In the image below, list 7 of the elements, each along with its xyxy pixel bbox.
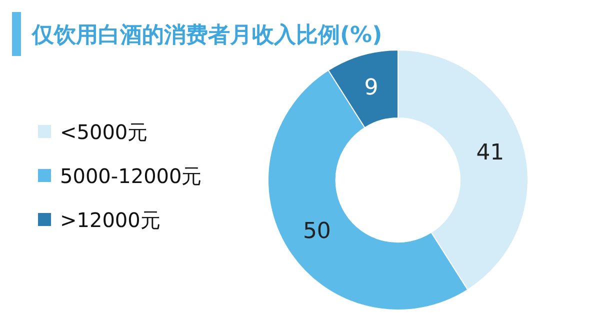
legend-label: <5000元 — [60, 120, 148, 144]
legend-label: 5000-12000元 — [60, 164, 202, 188]
chart-title: 仅饮用白酒的消费者月收入比例(%) — [31, 23, 382, 48]
legend-label: >12000元 — [60, 208, 160, 232]
data-label: 41 — [476, 140, 504, 166]
data-label: 9 — [364, 75, 378, 100]
data-label: 50 — [302, 218, 331, 244]
